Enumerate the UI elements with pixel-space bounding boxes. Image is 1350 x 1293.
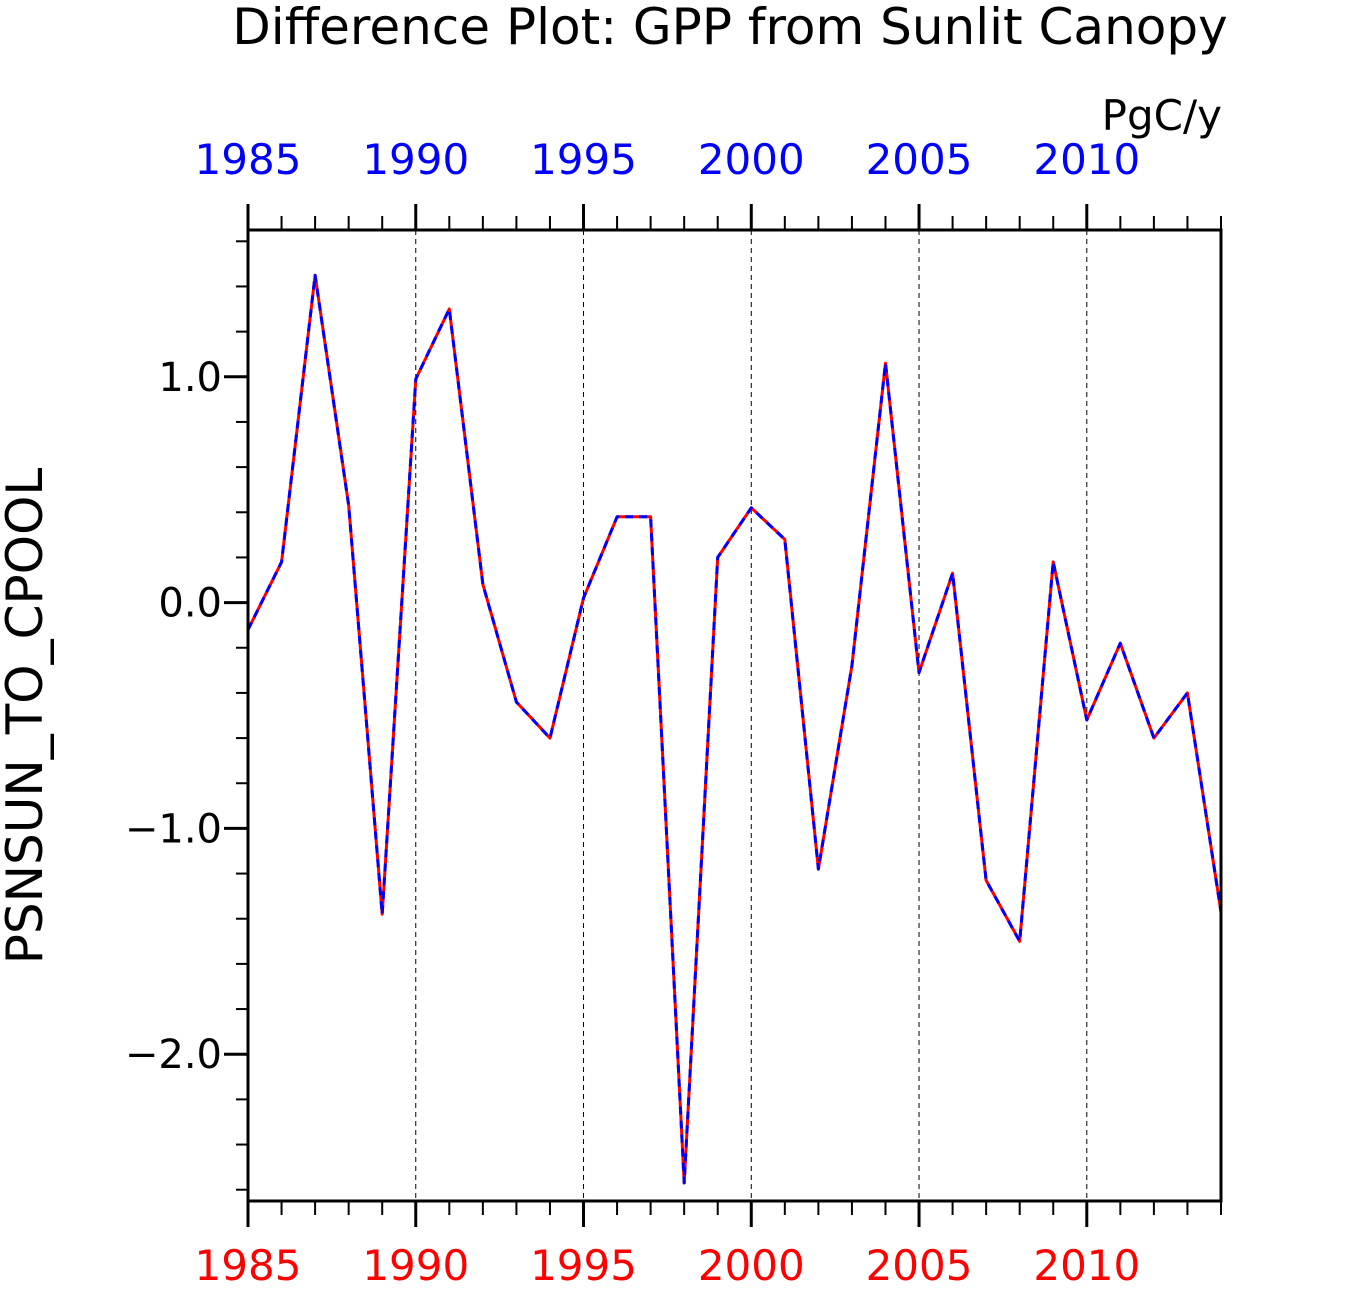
x-tick-label-bottom: 1985 bbox=[195, 1241, 302, 1290]
x-tick-label-top: 1990 bbox=[362, 135, 469, 184]
x-tick-label-bottom: 1990 bbox=[362, 1241, 469, 1290]
minor-ticks bbox=[224, 204, 1222, 1227]
x-tick-label-top: 1995 bbox=[530, 135, 637, 184]
units-label: PgC/y bbox=[1102, 91, 1222, 140]
grid-lines bbox=[415, 230, 1088, 1201]
x-tick-label-top: 2010 bbox=[1033, 135, 1140, 184]
x-tick-label-bottom: 2000 bbox=[698, 1241, 805, 1290]
chart-title: Difference Plot: GPP from Sunlit Canopy bbox=[232, 0, 1227, 56]
y-tick-label: −2.0 bbox=[125, 1032, 222, 1078]
y-axis-label: PSNSUN_TO_CPOOL bbox=[0, 468, 54, 965]
x-tick-labels-bottom: 1985 1990 1995 2000 2005 2010 bbox=[195, 1241, 1141, 1290]
x-tick-labels-top: 1985 1990 1995 2000 2005 2010 bbox=[195, 135, 1141, 184]
series-lines bbox=[246, 273, 1223, 1185]
plot-frame bbox=[246, 228, 1223, 1203]
x-tick-label-bottom: 2010 bbox=[1033, 1241, 1140, 1290]
y-tick-label: −1.0 bbox=[125, 806, 222, 852]
x-tick-label-top: 2005 bbox=[866, 135, 973, 184]
x-tick-label-bottom: 1995 bbox=[530, 1241, 637, 1290]
series-line-dashed bbox=[246, 273, 1223, 1185]
y-tick-label: 1.0 bbox=[158, 355, 222, 401]
y-tick-labels: 1.0 0.0 −1.0 −2.0 bbox=[125, 355, 222, 1078]
y-tick-label: 0.0 bbox=[158, 581, 222, 627]
x-tick-label-bottom: 2005 bbox=[866, 1241, 973, 1290]
x-tick-label-top: 2000 bbox=[698, 135, 805, 184]
x-tick-label-top: 1985 bbox=[195, 135, 302, 184]
